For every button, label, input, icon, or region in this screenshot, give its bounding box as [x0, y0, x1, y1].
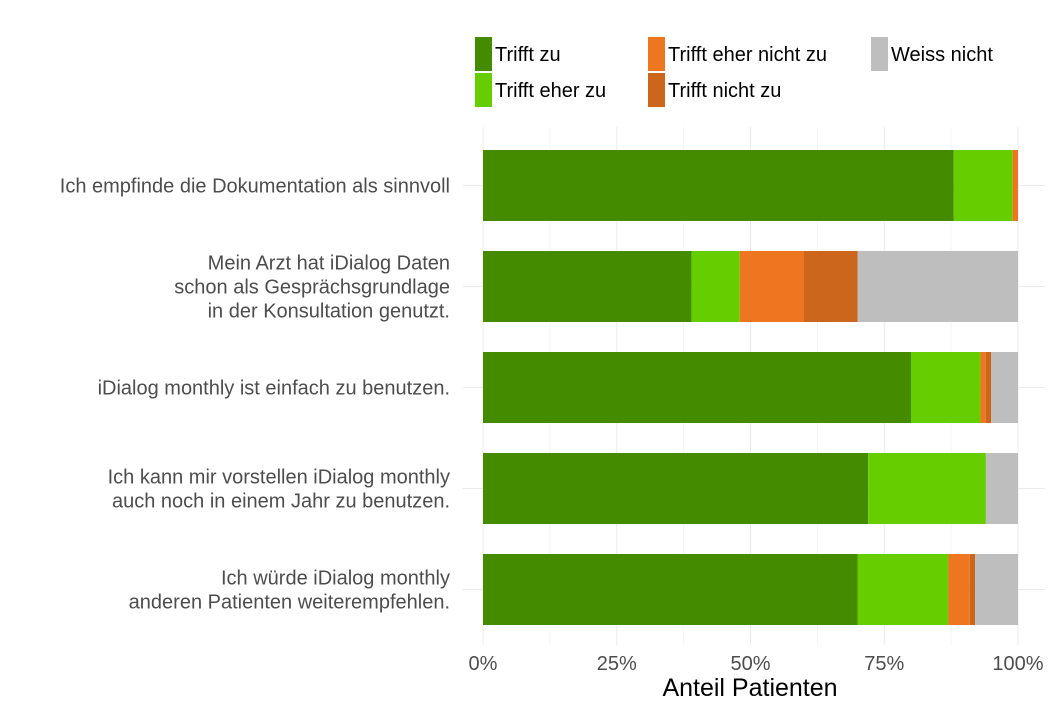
- legend-swatch: [648, 73, 665, 107]
- bar-segment: [483, 150, 954, 221]
- legend-swatch: [475, 37, 492, 71]
- bar-segment: [868, 453, 986, 524]
- category-label: Ich kann mir vorstellen iDialog monthly: [108, 467, 450, 489]
- bar-segment: [483, 352, 911, 423]
- bar-segment: [804, 251, 858, 322]
- x-tick-label: 100%: [992, 653, 1043, 675]
- category-label: auch noch in einem Jahr zu benutzen.: [112, 491, 450, 513]
- legend-label: Trifft eher nicht zu: [668, 44, 827, 66]
- x-tick-label: 25%: [597, 653, 637, 675]
- bar-segment: [985, 352, 992, 423]
- category-labels: Ich empfinde die Dokumentation als sinnv…: [60, 176, 450, 614]
- legend-swatch: [871, 37, 888, 71]
- category-label: Ich empfinde die Dokumentation als sinnv…: [60, 176, 450, 198]
- bar-segment: [857, 251, 1018, 322]
- legend-label: Trifft nicht zu: [668, 80, 781, 102]
- category-label: iDialog monthly ist einfach zu benutzen.: [98, 378, 450, 400]
- x-axis-ticks: 0% 25% 50% 75% 100%: [469, 653, 1044, 675]
- legend: Trifft zu Trifft eher zu Trifft eher nicht…: [475, 37, 993, 107]
- legend-label: Trifft zu: [495, 44, 561, 66]
- bar-segment: [857, 554, 949, 625]
- legend-swatch: [475, 73, 492, 107]
- bar-segment: [483, 453, 869, 524]
- x-tick-label: 0%: [469, 653, 498, 675]
- category-label: schon als Gesprächsgrundlage: [174, 277, 450, 299]
- bar-segment: [1012, 150, 1018, 221]
- bar-segment: [911, 352, 981, 423]
- legend-label: Trifft eher zu: [495, 80, 606, 102]
- bar-segment: [969, 554, 976, 625]
- category-label: Ich würde iDialog monthly: [221, 568, 450, 590]
- x-tick-label: 75%: [864, 653, 904, 675]
- bar-segment: [483, 554, 858, 625]
- bar-segment: [991, 352, 1018, 423]
- bar-segment: [985, 453, 1018, 524]
- x-tick-label: 50%: [730, 653, 770, 675]
- bar-segment: [739, 251, 804, 322]
- bar-segment: [953, 150, 1013, 221]
- x-axis-title: Anteil Patienten: [662, 674, 837, 702]
- bar-segment: [975, 554, 1018, 625]
- category-label: in der Konsultation genutzt.: [208, 301, 450, 323]
- legend-swatch: [648, 37, 665, 71]
- bars: [483, 150, 1018, 625]
- bar-segment: [691, 251, 740, 322]
- bar-segment: [980, 352, 986, 423]
- legend-label: Weiss nicht: [891, 44, 993, 66]
- category-label: anderen Patienten weiterempfehlen.: [129, 592, 450, 614]
- bar-segment: [483, 251, 692, 322]
- bar-segment: [948, 554, 970, 625]
- category-label: Mein Arzt hat iDialog Daten: [208, 253, 450, 275]
